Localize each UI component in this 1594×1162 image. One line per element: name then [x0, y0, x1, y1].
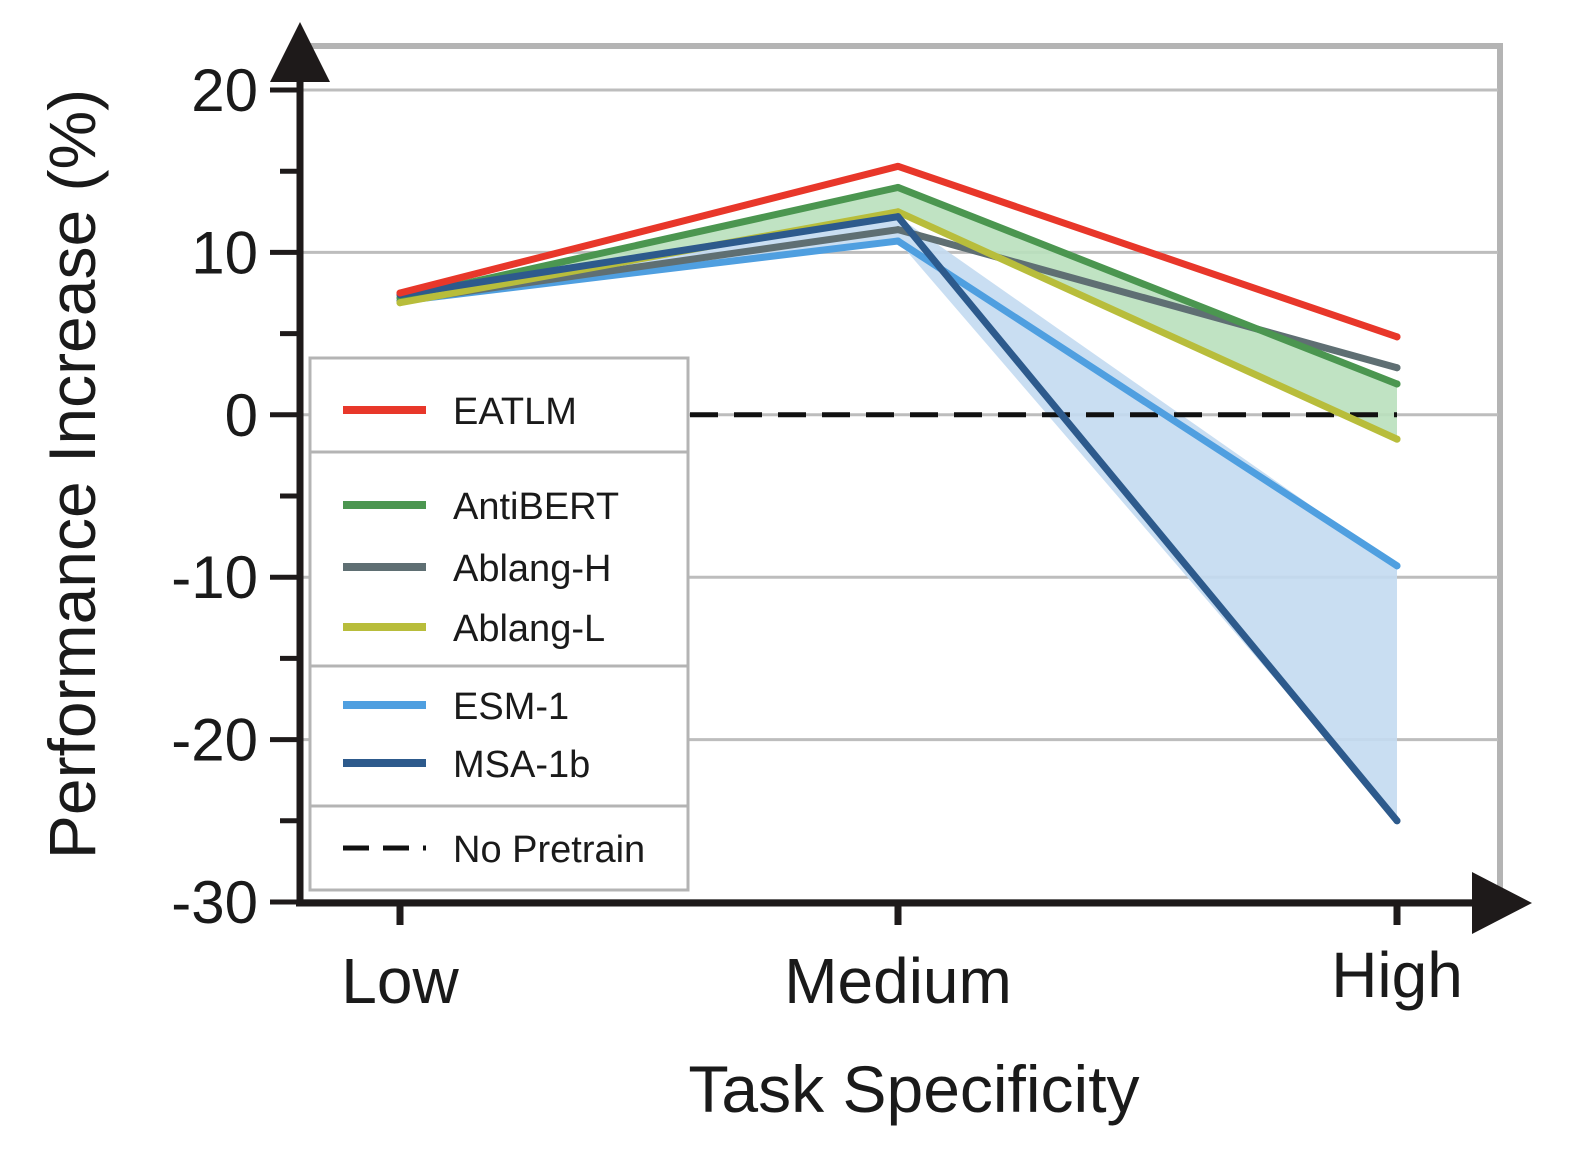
y-tick-label: -30 [171, 869, 258, 936]
data-point-antibert [894, 183, 902, 191]
series-lines [396, 162, 1401, 825]
data-point-esm-1 [1393, 562, 1401, 570]
data-point-eatlm [1393, 333, 1401, 341]
y-tick-label: 20 [191, 57, 258, 124]
x-axis-arrow [1472, 872, 1532, 934]
y-tick-label: 0 [225, 382, 258, 449]
shaded-band [400, 216, 1397, 821]
legend-label-ablang-h: Ablang-H [453, 548, 611, 590]
legend: EATLM AntiBERT Ablang-H Ablang-L ESM-1 MSA-1b… [308, 356, 690, 892]
x-axis-title: Task Specificity [688, 1052, 1139, 1126]
shaded-band [400, 187, 1397, 440]
y-tick-label: -20 [171, 707, 258, 774]
x-tick-label: High [1331, 939, 1463, 1011]
y-tick-label: -10 [171, 544, 258, 611]
data-point-antibert [1393, 380, 1401, 388]
x-tick-label: Medium [784, 945, 1012, 1017]
data-point-ablang-h [1393, 364, 1401, 372]
legend-label-no-pretrain: No Pretrain [453, 829, 645, 871]
legend-label-esm-1: ESM-1 [453, 686, 569, 728]
data-point-msa-1b [894, 213, 902, 221]
shaded-bands [400, 187, 1397, 821]
legend-label-ablang-l: Ablang-L [453, 608, 605, 650]
data-point-msa-1b [1393, 817, 1401, 825]
legend-label-eatlm: EATLM [453, 391, 577, 433]
x-tick-label: Low [341, 945, 459, 1017]
y-axis-title: Performance Increase (%) [35, 89, 109, 859]
data-point-eatlm [894, 162, 902, 170]
data-point-esm-1 [894, 237, 902, 245]
data-point-ablang-l [396, 299, 404, 307]
legend-label-msa-1b: MSA-1b [453, 744, 590, 786]
x-ticks: Low Medium High [341, 903, 1463, 1017]
y-ticks: 20 10 0 -10 -20 -30 [171, 57, 300, 936]
data-point-ablang-h [894, 226, 902, 234]
data-point-ablang-l [1393, 435, 1401, 443]
legend-label-antibert: AntiBERT [453, 486, 619, 528]
data-point-eatlm [396, 289, 404, 297]
y-axis-arrow [270, 22, 330, 82]
y-tick-label: 10 [191, 219, 258, 286]
